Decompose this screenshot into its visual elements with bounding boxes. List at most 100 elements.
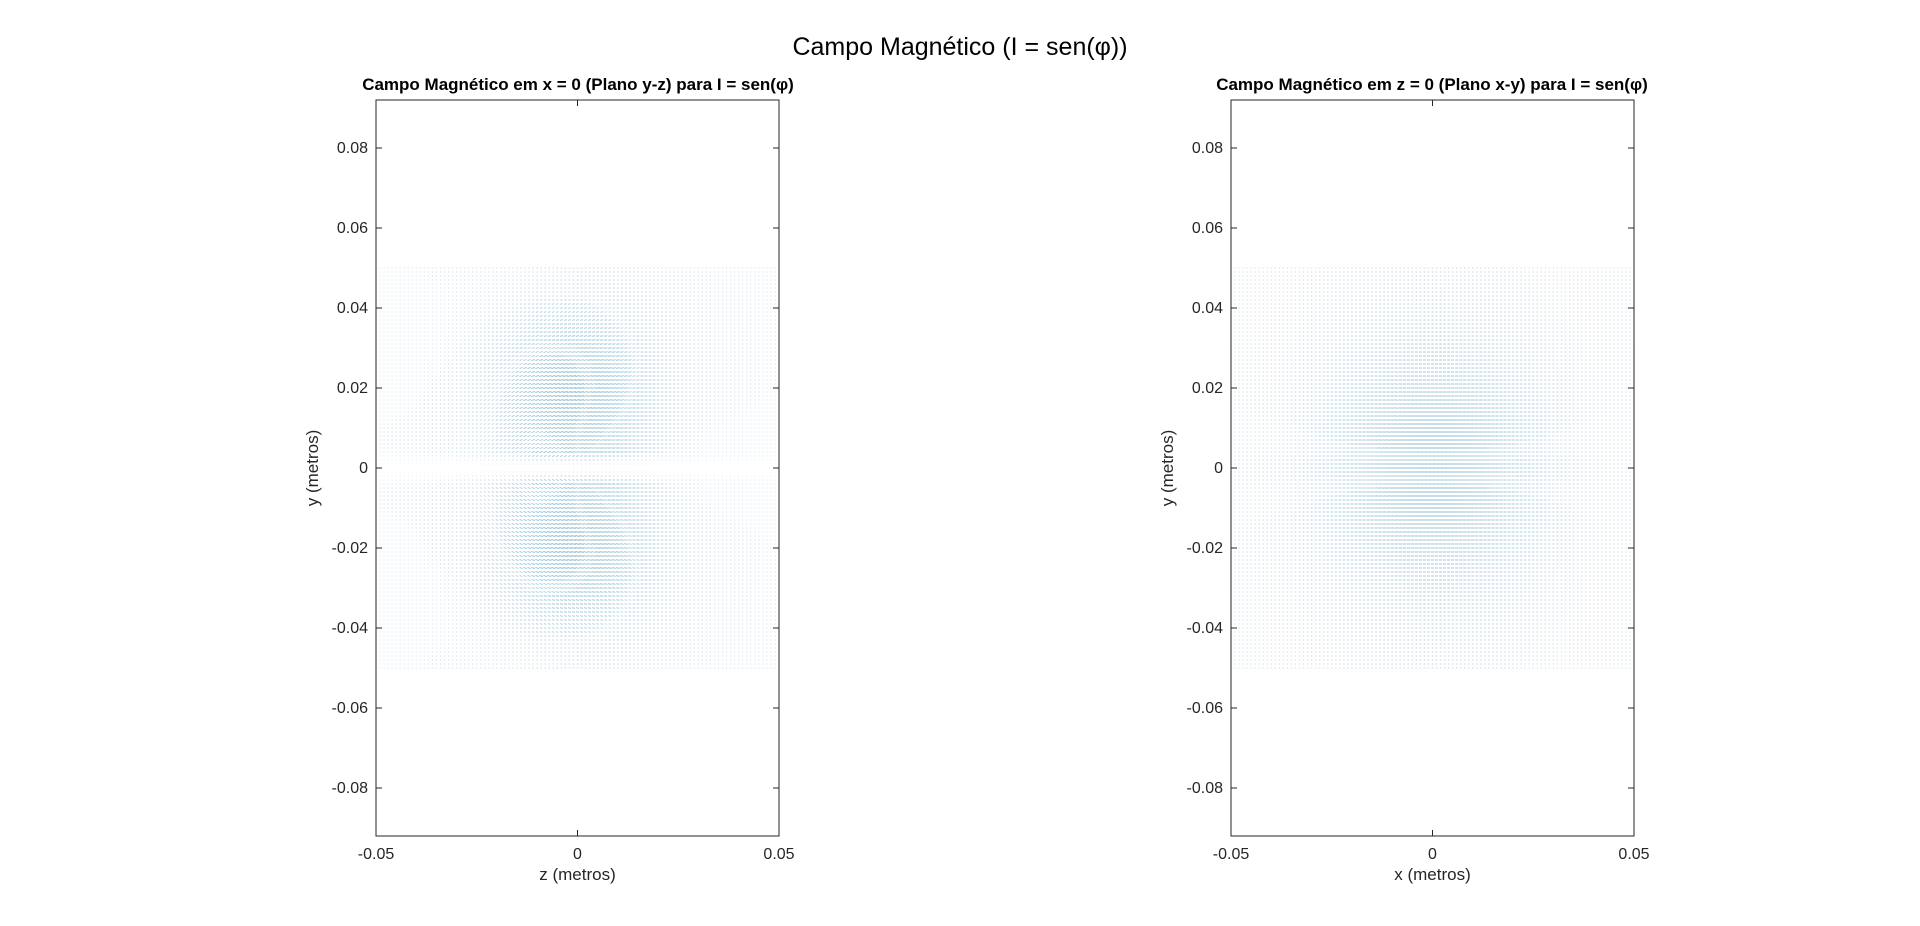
field-arrow xyxy=(539,383,544,385)
field-arrow xyxy=(515,543,519,545)
field-arrow xyxy=(571,539,576,541)
field-arrow xyxy=(543,491,548,493)
field-arrow xyxy=(499,423,503,425)
field-arrow xyxy=(535,375,540,377)
field-arrow xyxy=(523,399,527,401)
field-arrow xyxy=(499,511,503,513)
field-arrow xyxy=(499,395,503,397)
field-arrow xyxy=(551,355,556,357)
field-arrow xyxy=(567,523,572,525)
field-arrow xyxy=(515,551,519,553)
field-arrow xyxy=(555,491,560,493)
field-arrow xyxy=(567,455,571,457)
field-arrow xyxy=(535,423,540,425)
field-arrow xyxy=(511,483,515,485)
field-arrow xyxy=(515,367,519,369)
field-arrow xyxy=(567,391,572,393)
field-arrow xyxy=(499,523,503,525)
field-arrow xyxy=(495,451,499,453)
field-arrow xyxy=(523,395,527,397)
field-arrow xyxy=(543,535,548,537)
field-arrow xyxy=(491,535,495,537)
field-arrow xyxy=(527,367,531,369)
field-arrow xyxy=(479,451,482,453)
field-arrow xyxy=(547,527,552,529)
field-arrow xyxy=(491,415,495,417)
field-arrow xyxy=(539,555,544,557)
field-arrow xyxy=(559,423,564,425)
field-arrow xyxy=(531,487,535,489)
field-arrow xyxy=(519,495,523,497)
field-arrow xyxy=(563,347,568,349)
field-arrow xyxy=(551,419,556,421)
field-arrow xyxy=(519,503,523,505)
field-arrow xyxy=(563,495,568,497)
field-arrow xyxy=(547,559,552,561)
field-arrow xyxy=(535,403,540,405)
field-arrow xyxy=(571,547,576,549)
field-arrow xyxy=(531,379,536,381)
field-arrow xyxy=(571,527,576,529)
field-arrow xyxy=(547,371,552,373)
field-arrow xyxy=(515,555,519,557)
field-arrow xyxy=(511,559,515,561)
field-arrow xyxy=(523,451,527,453)
field-arrow xyxy=(491,419,495,421)
field-arrow xyxy=(519,535,523,537)
field-arrow xyxy=(487,503,490,505)
field-arrow xyxy=(503,399,507,401)
field-arrow xyxy=(535,443,539,445)
field-arrow xyxy=(483,499,486,501)
field-arrow xyxy=(503,455,506,457)
field-arrow xyxy=(487,515,490,517)
field-arrow xyxy=(499,507,503,509)
field-arrow xyxy=(563,555,568,557)
field-arrow xyxy=(563,487,568,489)
field-arrow xyxy=(543,383,548,385)
field-arrow xyxy=(559,371,564,373)
field-arrow xyxy=(571,559,576,561)
field-arrow xyxy=(539,431,544,433)
field-arrow xyxy=(535,503,540,505)
field-arrow xyxy=(547,359,552,361)
field-arrow xyxy=(559,363,564,365)
field-arrow xyxy=(531,543,536,545)
field-arrow xyxy=(519,539,523,541)
field-arrow xyxy=(559,447,564,449)
field-arrow xyxy=(547,567,552,569)
field-arrow xyxy=(563,563,568,565)
field-arrow xyxy=(543,559,548,561)
field-arrow xyxy=(527,551,531,553)
field-arrow xyxy=(555,567,560,569)
field-arrow xyxy=(523,559,527,561)
field-arrow xyxy=(531,527,536,529)
field-arrow xyxy=(515,415,519,417)
field-arrow xyxy=(571,515,576,517)
field-arrow xyxy=(567,359,572,361)
field-arrow xyxy=(551,359,556,361)
field-arrow xyxy=(515,399,519,401)
field-arrow xyxy=(527,507,531,509)
field-arrow xyxy=(567,423,572,425)
field-arrow xyxy=(563,479,567,481)
field-arrow xyxy=(555,587,560,589)
field-arrow xyxy=(527,479,531,481)
field-arrow xyxy=(563,543,568,545)
field-arrow xyxy=(567,547,572,549)
field-arrow xyxy=(559,379,564,381)
field-arrow xyxy=(535,427,540,429)
field-arrow xyxy=(511,387,515,389)
field-arrow xyxy=(511,487,515,489)
field-arrow xyxy=(563,363,568,365)
subplot-yz-plane: Campo Magnético em x = 0 (Plano y-z) par… xyxy=(303,75,795,884)
field-arrow xyxy=(543,363,548,365)
field-arrow xyxy=(515,419,519,421)
field-arrow xyxy=(551,531,556,533)
field-arrow xyxy=(531,571,535,573)
field-arrow xyxy=(551,439,556,441)
field-arrow xyxy=(547,455,551,457)
field-arrow xyxy=(531,507,535,509)
field-arrow xyxy=(519,563,523,565)
field-arrow xyxy=(551,443,556,445)
field-arrow xyxy=(547,579,552,581)
